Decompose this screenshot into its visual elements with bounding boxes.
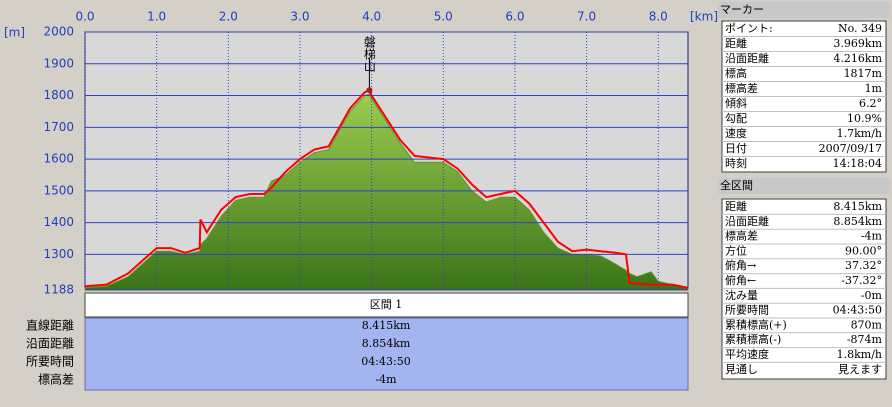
marker-annotation: 磐梯山 [362, 36, 376, 72]
row-label: 方位 [725, 243, 747, 257]
y-tick-label: 1800 [43, 88, 74, 102]
y-tick-label: 1500 [43, 183, 74, 197]
row-label: 標高 [725, 66, 747, 80]
y-tick-label: 1700 [43, 120, 74, 134]
row-value: -4m [375, 373, 397, 386]
y-tick-label: 1900 [43, 56, 74, 70]
row-value: 10.9% [847, 112, 882, 125]
row-label: 見通し [725, 363, 758, 376]
row-value: 04:43:50 [833, 304, 882, 317]
row-label: 速度 [725, 126, 747, 140]
row-label: 距離 [725, 199, 747, 213]
row-label: 標高差 [38, 372, 74, 387]
row-value: 見えます [838, 363, 882, 376]
y-tick-label: 1188 [43, 283, 74, 297]
row-label: 傾斜 [725, 96, 747, 110]
section-title: 区間 1 [370, 298, 403, 311]
x-tick-label: 3.0 [290, 10, 309, 24]
x-tick-label: 2.0 [219, 10, 238, 24]
row-value: 37.32° [845, 259, 882, 272]
row-value: 8.415km [362, 319, 411, 332]
row-value: 8.415km [833, 200, 882, 213]
row-value: 1m [865, 82, 883, 95]
row-label: 累積標高(-) [725, 332, 781, 346]
y-tick-label: 1300 [43, 247, 74, 261]
row-label: 標高差 [725, 81, 758, 95]
marker-point [366, 87, 373, 94]
row-value: -37.32° [841, 274, 882, 287]
total-header [718, 178, 890, 194]
row-value: 1817m [844, 67, 883, 80]
row-value: 2007/09/17 [819, 142, 882, 155]
row-value: 8.854km [833, 215, 882, 228]
row-value: -0m [861, 289, 883, 302]
row-label: 直線距離 [26, 318, 74, 333]
row-label: 平均速度 [725, 347, 769, 361]
x-axis-label: [km] [690, 10, 718, 24]
row-value: 04:43:50 [361, 355, 410, 368]
y-tick-label: 1400 [43, 215, 74, 229]
row-label: ポイント: [725, 22, 773, 35]
row-label: 俯角→ [725, 258, 756, 272]
y-axis-label: [m] [4, 26, 25, 40]
row-label: 距離 [725, 36, 747, 50]
row-value: 870m [851, 318, 883, 331]
row-label: 標高差 [725, 229, 758, 243]
y-tick-label: 2000 [43, 25, 74, 39]
x-tick-label: 1.0 [147, 10, 166, 24]
section-header [84, 292, 689, 318]
row-label: 俯角← [725, 273, 756, 287]
row-value: -874m [847, 333, 883, 346]
row-label: 沿面距離 [26, 337, 74, 351]
row-value: 4.216km [833, 52, 882, 65]
row-value: -4m [861, 230, 883, 243]
row-value: 3.969km [833, 37, 882, 50]
row-label: 勾配 [725, 112, 747, 125]
marker-title: マーカー [720, 3, 764, 16]
row-value: 90.00° [845, 244, 882, 257]
track-line [84, 88, 689, 289]
row-value: 14:18:04 [833, 157, 882, 170]
row-label: 時刻 [725, 156, 747, 170]
row-label: 所要時間 [26, 355, 74, 369]
row-value: No. 349 [838, 22, 882, 35]
total-title: 全区間 [720, 178, 753, 192]
x-tick-label: 7.0 [577, 10, 596, 24]
row-label: 沿面距離 [725, 51, 769, 65]
section-table [84, 317, 689, 391]
x-tick-label: 5.0 [434, 10, 453, 24]
row-value: 1.8km/h [837, 348, 882, 361]
row-label: 沿面距離 [725, 214, 769, 228]
row-label: 日付 [725, 142, 747, 155]
row-value: 1.7km/h [837, 127, 882, 140]
row-value: 6.2° [859, 97, 882, 110]
row-label: 所要時間 [725, 304, 769, 317]
row-label: 沈み量 [725, 288, 758, 302]
x-tick-label: 8.0 [649, 10, 668, 24]
row-value: 8.854km [362, 337, 411, 350]
y-tick-label: 1600 [43, 152, 74, 166]
x-tick-label: 6.0 [505, 10, 524, 24]
x-tick-label: 4.0 [362, 10, 381, 24]
row-label: 累積標高(+) [725, 317, 787, 331]
marker-header [718, 2, 890, 18]
x-tick-label: 0.0 [75, 10, 94, 24]
